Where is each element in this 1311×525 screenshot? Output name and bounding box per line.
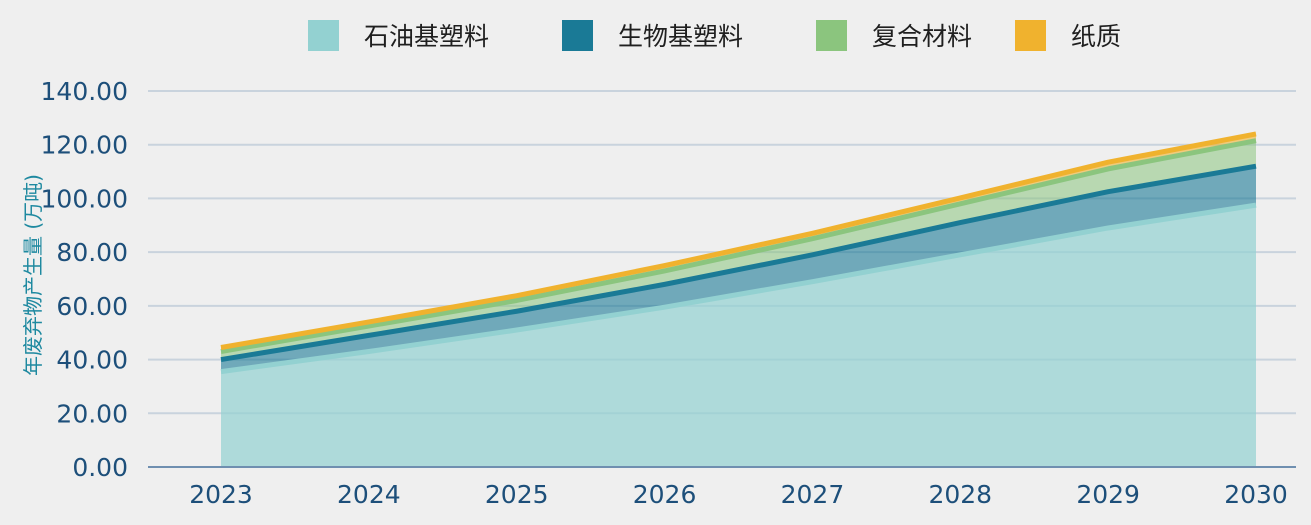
x-tick-label: 2023 xyxy=(189,480,253,509)
series-line-0 xyxy=(220,202,1257,375)
series-lines xyxy=(220,131,1257,375)
legend-swatch xyxy=(308,20,339,51)
legend-item: 生物基塑料 xyxy=(562,20,743,51)
x-tick-label: 2024 xyxy=(337,480,401,509)
x-tick-label: 2026 xyxy=(633,480,697,509)
y-tick-label: 80.00 xyxy=(56,238,128,267)
legend-swatch xyxy=(562,20,593,51)
x-tick-label: 2025 xyxy=(485,480,549,509)
x-tick-label: 2027 xyxy=(781,480,845,509)
legend-label: 纸质 xyxy=(1071,22,1121,51)
series-line-1 xyxy=(220,163,1257,363)
series-area-1 xyxy=(221,166,1256,372)
y-tick-label: 20.00 xyxy=(56,399,128,428)
x-tick-label: 2030 xyxy=(1224,480,1288,509)
x-tick-label: 2029 xyxy=(1076,480,1140,509)
x-tick-label: 2028 xyxy=(928,480,992,509)
series-line-3 xyxy=(220,131,1257,350)
y-tick-label: 0.00 xyxy=(72,453,128,482)
y-tick-label: 120.00 xyxy=(41,131,128,160)
legend-item: 石油基塑料 xyxy=(308,20,489,51)
legend-label: 石油基塑料 xyxy=(364,22,489,51)
legend: 石油基塑料 生物基塑料 复合材料 纸质 xyxy=(308,20,1121,51)
legend-label: 复合材料 xyxy=(872,22,972,51)
y-tick-label: 60.00 xyxy=(56,292,128,321)
series-area-0 xyxy=(221,205,1256,467)
legend-swatch xyxy=(816,20,847,51)
y-tick-labels: 0.00 20.00 40.00 60.00 80.00 100.00 120.00 140.… xyxy=(41,77,128,482)
y-tick-label: 140.00 xyxy=(41,77,128,106)
series-line-2 xyxy=(220,138,1257,354)
legend-swatch xyxy=(1015,20,1046,51)
legend-label: 生物基塑料 xyxy=(618,22,743,51)
legend-item: 复合材料 xyxy=(816,20,972,51)
y-tick-label: 100.00 xyxy=(41,184,128,213)
x-tick-labels: 2023 2024 2025 2026 2027 2028 2029 2030 xyxy=(189,480,1288,509)
y-tick-label: 40.00 xyxy=(56,346,128,375)
area-series xyxy=(221,133,1256,467)
legend-item: 纸质 xyxy=(1015,20,1121,51)
y-axis-label: 年废弃物产生量 (万吨) xyxy=(21,174,45,376)
